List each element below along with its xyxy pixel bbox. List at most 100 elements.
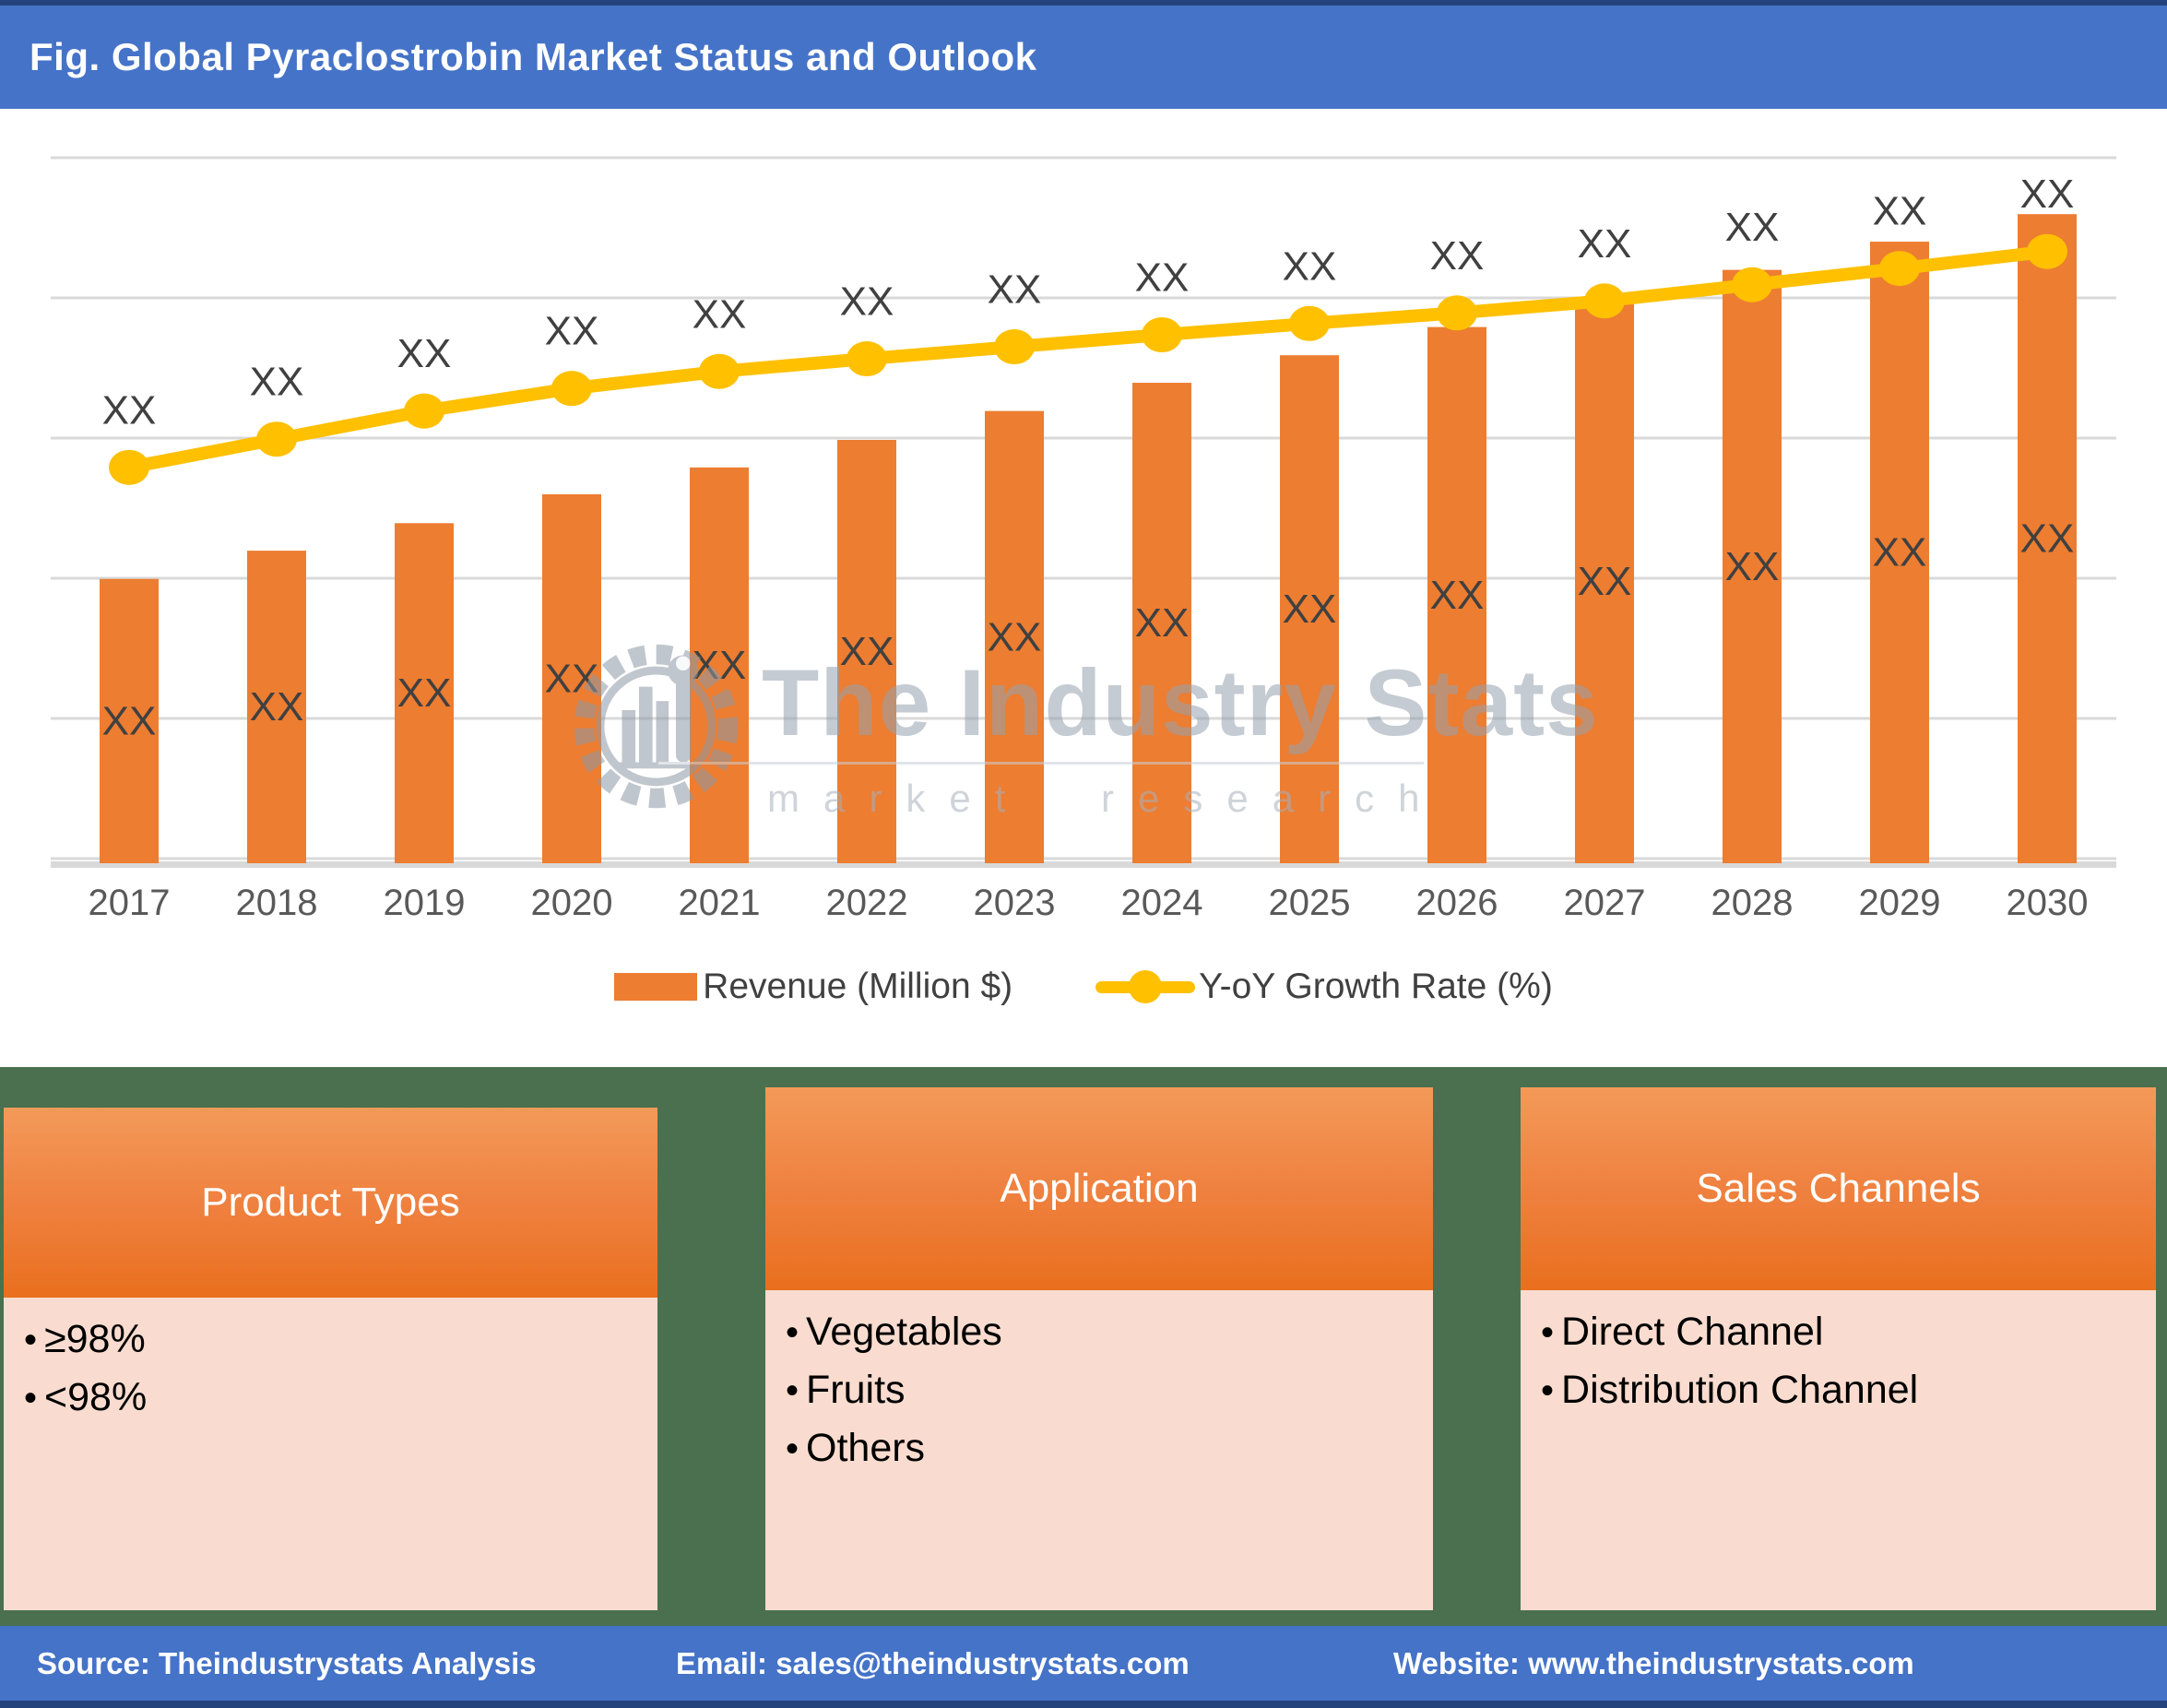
- panel-item-label: ≥98%: [44, 1317, 146, 1361]
- panel-sales-channels-body: • Direct Channel • Distribution Channel: [1521, 1290, 2156, 1610]
- line-value-label-2027: XX: [1578, 221, 1632, 267]
- x-axis-label-2029: 2029: [1859, 883, 1941, 923]
- x-axis-label-2024: 2024: [1121, 883, 1203, 923]
- panel-product-types-body: • ≥98% • <98%: [4, 1298, 657, 1610]
- growth-line-dot-icon: [1095, 969, 1196, 1003]
- x-axis-label-2019: 2019: [384, 883, 466, 923]
- x-axis-label-2021: 2021: [679, 883, 761, 923]
- revenue-bar-2030: [2018, 214, 2077, 863]
- revenue-swatch-icon: [614, 973, 698, 1001]
- revenue-bar-2019: [395, 523, 454, 863]
- growth-marker-2021: [699, 353, 740, 389]
- x-axis-label-2022: 2022: [826, 883, 908, 923]
- x-axis-label-2030: 2030: [2007, 883, 2089, 923]
- legend-item-growth: Y-oY Growth Rate (%): [1095, 967, 1553, 1007]
- panel-application-body: • Vegetables • Fruits • Others: [765, 1290, 1433, 1610]
- footer-source: Source: Theindustrystats Analysis: [37, 1645, 537, 1680]
- revenue-bar-2024: [1132, 383, 1191, 863]
- x-axis-label-2018: 2018: [236, 883, 318, 923]
- x-axis-label-2027: 2027: [1564, 883, 1646, 923]
- bar-value-label-2018: XX: [250, 684, 304, 729]
- bar-value-label-2024: XX: [1135, 600, 1190, 646]
- panel-item-label: Distribution Channel: [1561, 1368, 1919, 1412]
- bullet-icon: •: [786, 1429, 799, 1469]
- growth-marker-2027: [1584, 283, 1625, 319]
- x-axis-label-2023: 2023: [974, 883, 1056, 923]
- line-value-label-2024: XX: [1135, 255, 1190, 301]
- growth-marker-2024: [1142, 317, 1182, 353]
- line-value-label-2020: XX: [545, 309, 599, 354]
- panel-sales-channels-header: Sales Channels: [1521, 1087, 2156, 1290]
- chart-card: XX XX XX XX XX XX XX XX XX XX XX XX XX XX XX XX XX XX XX XX…: [0, 109, 2167, 1067]
- bullet-icon: •: [786, 1312, 799, 1353]
- panel-list-item: • Others: [786, 1419, 1424, 1477]
- bullet-icon: •: [24, 1320, 38, 1360]
- bar-value-label-2027: XX: [1578, 559, 1632, 604]
- growth-marker-2020: [551, 371, 592, 407]
- panel-list-item: • Vegetables: [786, 1303, 1424, 1361]
- legend-label-revenue: Revenue (Million $): [703, 967, 1013, 1006]
- bar-value-label-2022: XX: [840, 629, 894, 674]
- panel-sales-channels-title: Sales Channels: [1696, 1166, 1981, 1211]
- growth-marker-2029: [1879, 251, 1920, 287]
- panel-product-types-title: Product Types: [201, 1180, 460, 1225]
- growth-marker-2026: [1437, 295, 1477, 331]
- panel-list-item: • Direct Channel: [1541, 1303, 2147, 1361]
- bar-value-label-2017: XX: [102, 698, 157, 743]
- growth-rate-line: [123, 244, 2054, 474]
- growth-marker-2022: [847, 341, 887, 377]
- bar-value-label-2019: XX: [397, 670, 452, 716]
- line-value-label-2023: XX: [988, 267, 1042, 313]
- x-axis-label-2025: 2025: [1269, 883, 1351, 923]
- line-value-label-2029: XX: [1873, 189, 1927, 234]
- growth-marker-2030: [2027, 233, 2067, 269]
- panel-item-label: Vegetables: [806, 1310, 1002, 1354]
- bar-value-label-2030: XX: [2020, 516, 2075, 562]
- revenue-bar-2017: [100, 578, 159, 863]
- panel-item-label: <98%: [44, 1375, 148, 1419]
- bullet-icon: •: [24, 1378, 38, 1418]
- revenue-bar-2029: [1870, 242, 1929, 863]
- bar-value-label-2028: XX: [1725, 544, 1780, 589]
- revenue-bar-2022: [837, 440, 896, 863]
- legend-item-revenue: Revenue (Million $): [614, 967, 1012, 1007]
- panel-application-title: Application: [1000, 1166, 1199, 1211]
- panel-item-label: Fruits: [806, 1368, 906, 1412]
- line-value-label-2030: XX: [2020, 172, 2075, 217]
- title-bar: Fig. Global Pyraclostrobin Market Status…: [0, 6, 2167, 109]
- revenue-bar-2027: [1575, 299, 1634, 863]
- footer-bar: Source: Theindustrystats Analysis Email:…: [0, 1626, 2167, 1701]
- line-value-label-2017: XX: [102, 387, 157, 433]
- bottom-edge-line: [0, 1701, 2167, 1708]
- x-axis-label-2028: 2028: [1711, 883, 1794, 923]
- line-value-label-2028: XX: [1725, 205, 1780, 250]
- revenue-bar-2023: [985, 410, 1044, 863]
- chart-legend: Revenue (Million $) Y-oY Growth Rate (%): [0, 967, 2167, 1007]
- x-axis-label-2020: 2020: [531, 883, 613, 923]
- line-value-label-2022: XX: [840, 279, 894, 325]
- revenue-bar-2026: [1427, 326, 1486, 864]
- growth-marker-2018: [256, 421, 297, 457]
- bar-value-label-2020: XX: [545, 656, 599, 701]
- bar-value-label-2029: XX: [1873, 530, 1927, 575]
- revenue-bar-2025: [1280, 355, 1339, 863]
- line-value-label-2026: XX: [1430, 233, 1485, 279]
- legend-label-growth: Y-oY Growth Rate (%): [1199, 967, 1553, 1006]
- bar-value-label-2025: XX: [1283, 587, 1337, 632]
- panel-item-label: Others: [806, 1426, 926, 1470]
- panel-application-header: Application: [765, 1087, 1433, 1290]
- panel-item-label: Direct Channel: [1561, 1310, 1824, 1354]
- growth-marker-2017: [109, 449, 149, 485]
- page-title: Fig. Global Pyraclostrobin Market Status…: [30, 35, 1037, 78]
- growth-marker-2028: [1732, 267, 1772, 302]
- panel-product-types: Product Types • ≥98% • <98%: [4, 1108, 657, 1610]
- bullet-icon: •: [786, 1370, 799, 1411]
- line-value-label-2021: XX: [693, 291, 747, 337]
- panel-list-item: • ≥98%: [24, 1311, 648, 1369]
- panel-list-item: • <98%: [24, 1369, 648, 1427]
- line-value-label-2019: XX: [397, 331, 452, 376]
- x-axis-line: [51, 861, 2116, 868]
- growth-marker-2025: [1289, 305, 1330, 341]
- x-axis-label-2026: 2026: [1416, 883, 1498, 923]
